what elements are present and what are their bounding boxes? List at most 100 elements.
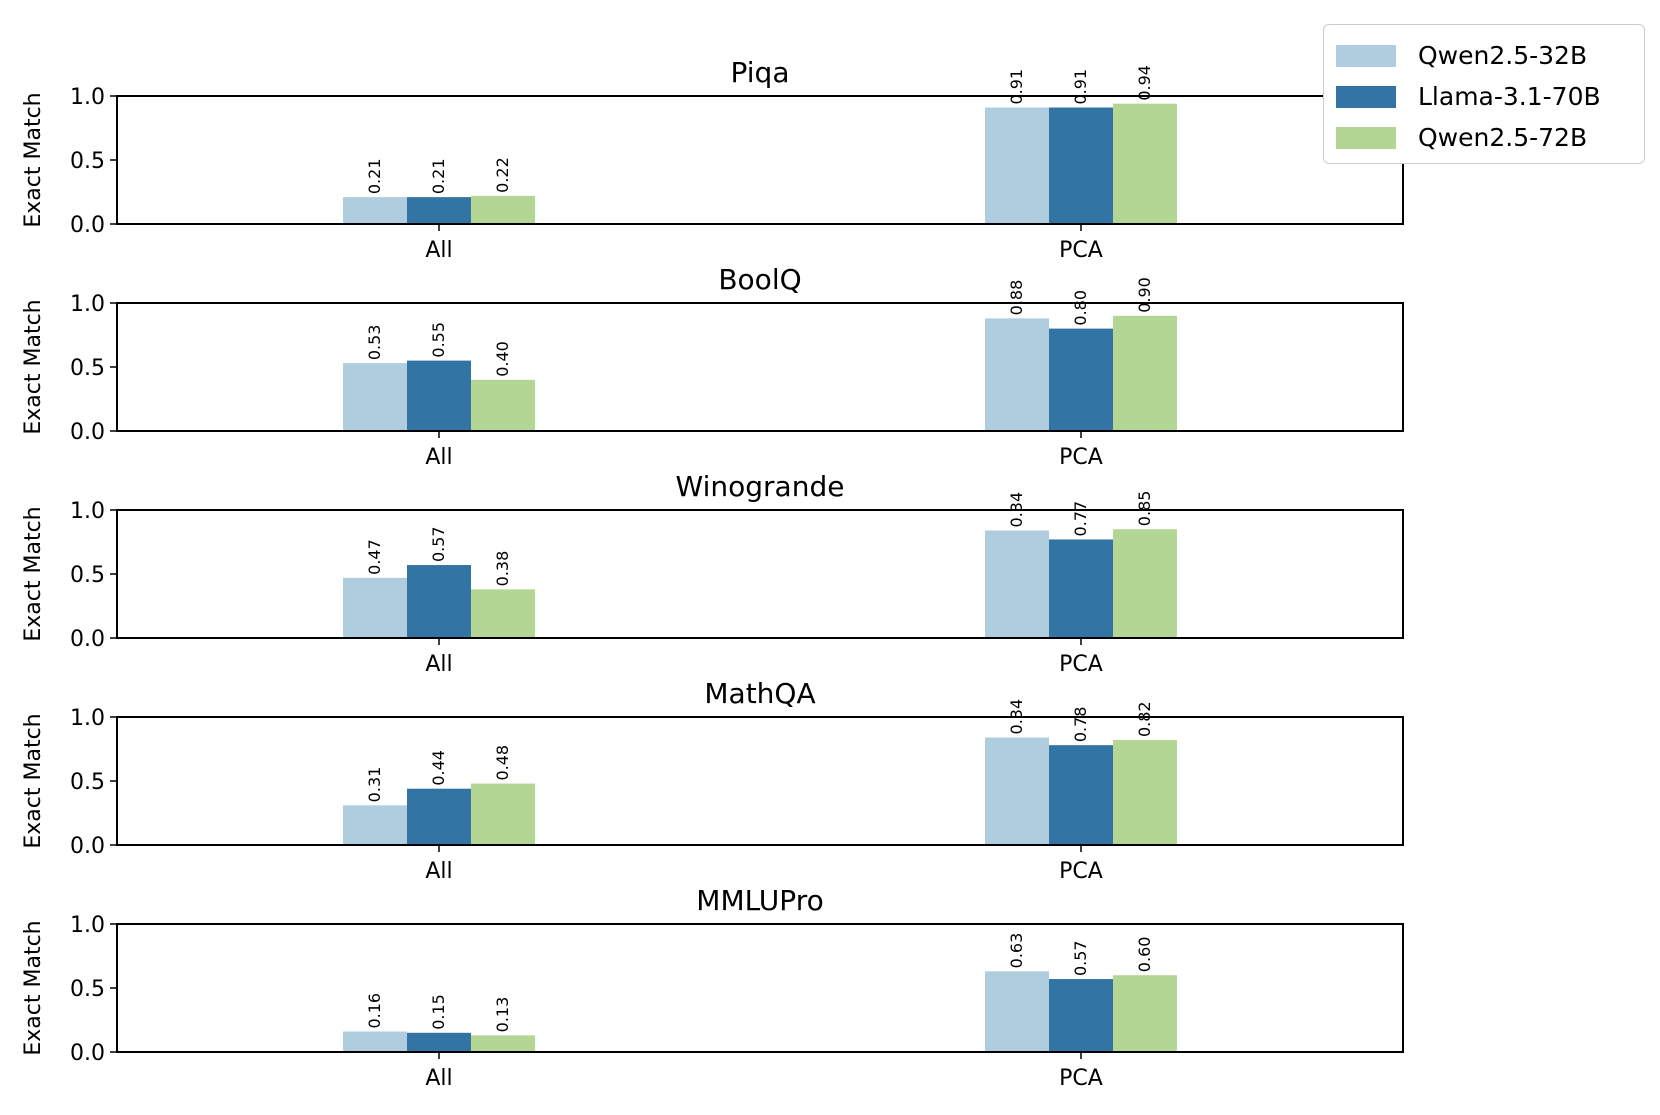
y-tick-label: 0.0 xyxy=(70,1041,105,1066)
bar-value-label: 0.38 xyxy=(493,551,512,587)
bar-value-label: 0.88 xyxy=(1007,280,1026,316)
panel-title: BoolQ xyxy=(718,263,801,296)
bar-value-label: 0.40 xyxy=(493,341,512,377)
axes-frame xyxy=(116,923,1404,1053)
axes-frame xyxy=(116,302,1404,432)
bar xyxy=(471,379,535,431)
x-tick-label: PCA xyxy=(1059,652,1103,677)
bar xyxy=(1113,529,1177,638)
y-axis-label: Exact Match xyxy=(21,920,46,1055)
bar xyxy=(1113,740,1177,845)
bar xyxy=(343,1031,407,1052)
bar-value-label: 0.21 xyxy=(429,158,448,194)
bar-value-label: 0.15 xyxy=(429,994,448,1030)
bar xyxy=(1113,315,1177,431)
y-tick-label: 1.0 xyxy=(70,499,105,524)
x-tick-label: PCA xyxy=(1059,445,1103,470)
bar xyxy=(985,530,1049,638)
bar-value-label: 0.85 xyxy=(1135,491,1154,527)
y-tick-label: 0.5 xyxy=(70,356,105,381)
bar-value-label: 0.57 xyxy=(1071,940,1090,976)
bar-value-label: 0.47 xyxy=(365,539,384,575)
bar-value-label: 0.90 xyxy=(1135,277,1154,313)
y-axis-label: Exact Match xyxy=(21,713,46,848)
bar-value-label: 0.31 xyxy=(365,767,384,803)
bar-value-label: 0.48 xyxy=(493,745,512,781)
legend-swatch-0 xyxy=(1336,44,1396,67)
bar xyxy=(343,577,407,638)
y-tick-label: 0.5 xyxy=(70,563,105,588)
y-tick-label: 1.0 xyxy=(70,706,105,731)
bar-value-label: 0.57 xyxy=(429,526,448,562)
bar-value-label: 0.55 xyxy=(429,322,448,358)
bar xyxy=(407,1032,471,1052)
bar xyxy=(1049,107,1113,224)
y-tick-label: 0.0 xyxy=(70,627,105,652)
y-tick-label: 0.0 xyxy=(70,420,105,445)
panel-title: Piqa xyxy=(731,56,790,89)
bar xyxy=(471,589,535,638)
axes-frame xyxy=(116,95,1404,225)
bar-value-label: 0.16 xyxy=(365,993,384,1029)
x-tick-label: All xyxy=(425,1066,452,1091)
bar-value-label: 0.94 xyxy=(1135,65,1154,101)
bar-value-label: 0.44 xyxy=(429,750,448,786)
bar xyxy=(1113,975,1177,1052)
x-tick-label: All xyxy=(425,859,452,884)
y-axis-label: Exact Match xyxy=(21,506,46,641)
bar xyxy=(471,783,535,845)
bar xyxy=(1049,328,1113,431)
legend-swatch-1 xyxy=(1336,85,1396,108)
panel-4: MMLUPro 0.16 0.15 0.13 0.63 0.57 0.60 0.0 0.5 1.0… xyxy=(21,884,1404,1091)
bar xyxy=(343,363,407,431)
bar-value-label: 0.82 xyxy=(1135,701,1154,737)
y-tick-label: 1.0 xyxy=(70,85,105,110)
x-tick-label: All xyxy=(425,445,452,470)
legend-swatch-2 xyxy=(1336,126,1396,149)
panel-1: BoolQ 0.53 0.55 0.40 0.88 0.80 0.90 0.0 0.5 1.0 Al… xyxy=(21,263,1404,470)
legend-item-0: Qwen2.5-32B xyxy=(1336,35,1644,76)
bar-value-label: 0.91 xyxy=(1071,69,1090,105)
panel-title: Winogrande xyxy=(676,470,845,503)
bar xyxy=(1113,103,1177,224)
y-tick-label: 0.5 xyxy=(70,149,105,174)
bar xyxy=(471,1035,535,1052)
bar-value-label: 0.91 xyxy=(1007,69,1026,105)
panel-0: Piqa 0.21 0.21 0.22 0.91 0.91 0.94 0.0 0.5 1.0 All… xyxy=(21,56,1404,263)
legend-label-2: Qwen2.5-72B xyxy=(1418,123,1588,152)
bar xyxy=(407,197,471,224)
x-tick-label: PCA xyxy=(1059,1066,1103,1091)
panel-title: MathQA xyxy=(704,677,815,710)
y-tick-label: 0.5 xyxy=(70,770,105,795)
x-tick-label: All xyxy=(425,652,452,677)
bar xyxy=(1049,979,1113,1052)
bar-value-label: 0.22 xyxy=(493,157,512,193)
bar xyxy=(985,971,1049,1052)
bar xyxy=(407,565,471,638)
bar xyxy=(343,805,407,845)
bar xyxy=(407,360,471,431)
axes-frame xyxy=(116,716,1404,846)
bar xyxy=(1049,745,1113,845)
bar xyxy=(407,788,471,845)
bar xyxy=(343,197,407,224)
bar-value-label: 0.13 xyxy=(493,997,512,1033)
bar xyxy=(985,737,1049,845)
y-tick-label: 0.0 xyxy=(70,834,105,859)
bar-value-label: 0.63 xyxy=(1007,933,1026,969)
chart-legend: Qwen2.5-32B Llama-3.1-70B Qwen2.5-72B xyxy=(1323,24,1645,164)
bar xyxy=(985,318,1049,431)
legend-item-2: Qwen2.5-72B xyxy=(1336,117,1644,158)
bar-value-label: 0.78 xyxy=(1071,707,1090,743)
y-axis-label: Exact Match xyxy=(21,92,46,227)
x-tick-label: PCA xyxy=(1059,859,1103,884)
bar-value-label: 0.60 xyxy=(1135,937,1154,973)
bar xyxy=(471,195,535,224)
bar-value-label: 0.80 xyxy=(1071,290,1090,326)
legend-label-1: Llama-3.1-70B xyxy=(1418,82,1601,111)
bar xyxy=(985,107,1049,224)
y-tick-label: 1.0 xyxy=(70,292,105,317)
